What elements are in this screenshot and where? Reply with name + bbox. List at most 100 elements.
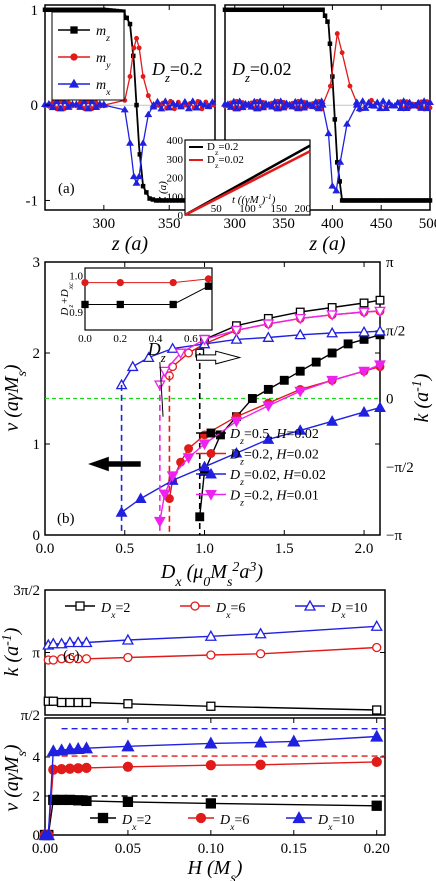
series-line-k — [199, 299, 381, 354]
data-point-v — [158, 489, 171, 501]
inset-data-point — [204, 282, 213, 290]
legend-label-part: z — [239, 477, 244, 488]
data-point-k — [168, 362, 178, 372]
legend-label-part: =2 — [115, 601, 130, 616]
legend-marker — [292, 811, 306, 824]
annotation-dz-part: z — [244, 71, 250, 85]
data-point-m_x — [52, 97, 61, 105]
data-point-m_x — [92, 103, 100, 111]
y-tick-label: 2 — [33, 346, 41, 362]
inset-x-tick-label: 0.6 — [184, 333, 198, 345]
data-point-k — [198, 334, 211, 346]
data-point-m_x — [405, 98, 414, 106]
data-point-m_x — [253, 104, 262, 112]
legend-marker — [75, 601, 85, 611]
legend-marker — [68, 78, 80, 88]
bottom-y-axis-label-part: ( — [1, 790, 23, 803]
right-axis-label-part: k — [411, 412, 433, 422]
data-point-m_x — [200, 101, 209, 108]
y-axis-label: v (aγMs) — [1, 364, 30, 432]
data-point-v — [247, 394, 257, 403]
y-tick-label: 1 — [33, 437, 41, 453]
data-point-m_x — [76, 103, 85, 110]
x-tick-label: 0.00 — [32, 841, 58, 857]
legend-label-part: x — [131, 822, 137, 833]
inset-series-line — [184, 150, 311, 217]
legend-label: mz — [96, 24, 110, 44]
data-point-v — [262, 401, 275, 412]
data-point-m_x — [232, 104, 241, 112]
data-point-m_z — [427, 198, 433, 203]
top-y-axis-label-part: a — [1, 646, 23, 656]
data-point-m_z — [337, 179, 342, 184]
data-point-v — [311, 357, 321, 367]
data-point-v — [374, 360, 386, 371]
data-point-v — [358, 366, 370, 378]
inset-x-tick-label: 0.2 — [113, 333, 127, 345]
data-point-m_x — [373, 98, 382, 106]
legend-label-part: y — [105, 60, 111, 71]
bottom-y-axis-label-part: s — [15, 751, 30, 757]
data-point-k — [80, 636, 93, 648]
y-tick-label: 3π/2 — [13, 583, 40, 599]
legend-label-part: D — [229, 448, 240, 463]
x-axis-label-part: 0 — [203, 575, 210, 590]
data-point-m_x — [80, 97, 89, 105]
x-tick-label: 0.20 — [364, 841, 390, 857]
x-axis-label: Dx (μ0Ms2a3) — [160, 560, 264, 590]
data-point-m_x — [223, 100, 232, 107]
data-point-m_x — [420, 97, 429, 104]
y-tick-label: 3 — [33, 255, 41, 271]
legend-box — [51, 11, 125, 101]
x-tick-label: 500 — [419, 216, 436, 232]
data-point-v — [370, 729, 384, 742]
data-point-m_x — [273, 104, 282, 112]
data-point-m_x — [382, 104, 391, 111]
series-line-k — [159, 310, 381, 386]
data-point-v — [262, 433, 275, 444]
inset-legend-label-part: D — [207, 154, 215, 166]
legend-label-part: =6 — [234, 813, 249, 828]
x-tick-label: 1.5 — [275, 541, 294, 557]
legend-label-part: m — [96, 24, 106, 39]
data-point-m_x — [139, 139, 148, 146]
inset-x-tick-label: 150 — [271, 203, 288, 215]
data-point-m_x — [235, 97, 244, 105]
right-axis-label-part: -1 — [410, 380, 425, 392]
y-axis-label-part: v — [1, 423, 23, 432]
data-point-v — [46, 744, 60, 757]
data-point-m_x — [56, 104, 65, 112]
y-tick-label: -1 — [26, 193, 39, 209]
data-point-k — [372, 705, 382, 715]
right-tick-label: −π/2 — [386, 460, 414, 476]
inset-data-point — [169, 278, 177, 287]
data-point-m_x — [267, 103, 276, 110]
legend-label-part: =10 — [345, 601, 367, 616]
data-point-k — [262, 319, 275, 331]
x-axis-label-part: s — [230, 871, 236, 881]
inset-data-point — [81, 300, 89, 309]
annotation-dz-part: =0.02 — [250, 59, 292, 79]
y-tick-label: π — [32, 646, 40, 662]
data-point-m_x — [180, 98, 189, 105]
data-point-v — [205, 760, 217, 771]
inset-legend-label-part: =0.02 — [218, 154, 243, 166]
y-tick-label: 1 — [31, 3, 39, 19]
x-tick-label: 1.0 — [195, 541, 214, 557]
x-axis-label-part: 2 — [232, 560, 239, 575]
x-axis-label-part: M — [209, 561, 228, 583]
data-point-m_z — [325, 19, 330, 24]
data-point-k — [230, 333, 243, 344]
x-tick-label: 0.05 — [115, 841, 141, 857]
inset-legend-label-part: z — [215, 161, 219, 170]
data-point-m_x — [135, 172, 144, 180]
inset-y-tick-label: 0 — [178, 210, 184, 222]
data-point-m_x — [291, 98, 300, 105]
panel-c-bottom-frame — [44, 717, 386, 836]
inset-data-point — [169, 300, 177, 309]
y-tick-label: 4 — [33, 750, 41, 766]
annotation-dz: Dz=0.02 — [231, 59, 292, 85]
x-axis-label-part: ) — [338, 233, 346, 255]
data-point-v — [295, 366, 305, 376]
right-tick-label: −π — [386, 528, 402, 544]
